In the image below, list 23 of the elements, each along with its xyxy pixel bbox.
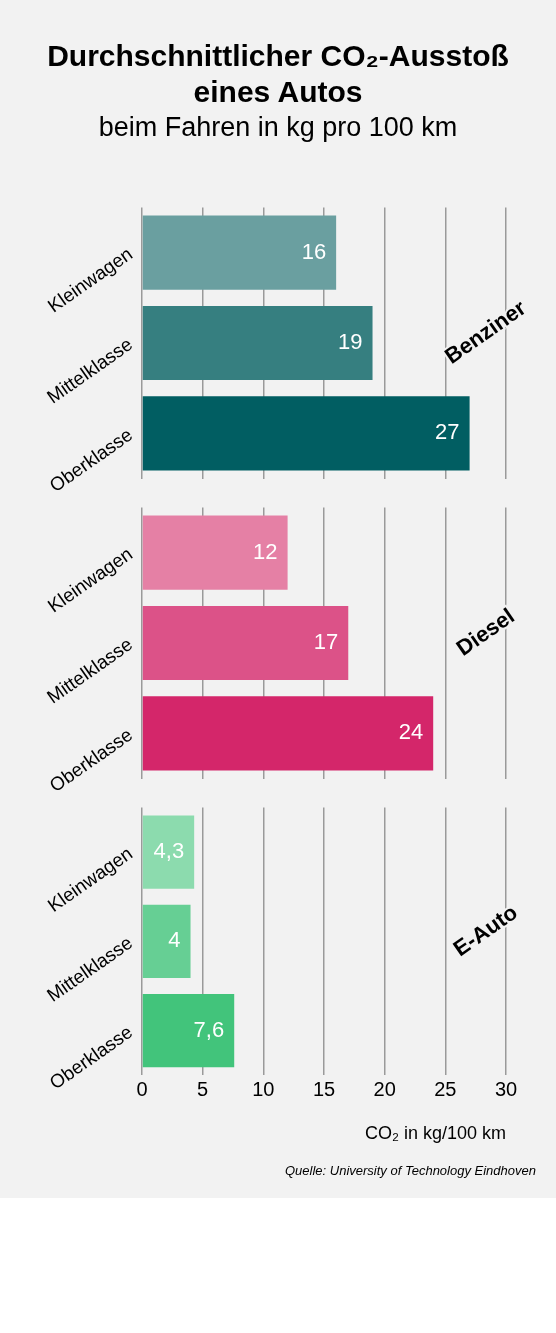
x-axis-title: CO₂ in kg/100 km (364, 1123, 506, 1144)
data-label: 19 (338, 329, 363, 355)
data-label: 27 (435, 419, 460, 445)
x-tick-label: 10 (252, 1077, 275, 1100)
bar (142, 994, 235, 1068)
data-label: 7,6 (193, 1016, 225, 1042)
x-tick-label: 0 (136, 1077, 148, 1100)
chart-title: Durchschnittlicher CO₂-Ausstoß eines Autos (46, 38, 510, 110)
data-label: 17 (313, 629, 339, 655)
chart-subtitle: beim Fahren in kg pro 100 km (97, 111, 459, 144)
x-tick-label: 25 (434, 1077, 457, 1100)
x-tick-label: 5 (197, 1077, 209, 1100)
data-label: 4 (168, 927, 181, 953)
bar (142, 815, 195, 889)
bar (142, 904, 191, 979)
x-tick-label: 15 (312, 1077, 336, 1100)
x-tick-label: 20 (373, 1077, 396, 1100)
data-label: 12 (253, 538, 278, 564)
data-label: 24 (398, 719, 424, 745)
source-note: Quelle: University of Technology Eindhoven (284, 1162, 537, 1178)
x-tick-label: 30 (494, 1077, 518, 1100)
data-label: 16 (301, 238, 327, 264)
data-label: 4,3 (153, 838, 185, 864)
